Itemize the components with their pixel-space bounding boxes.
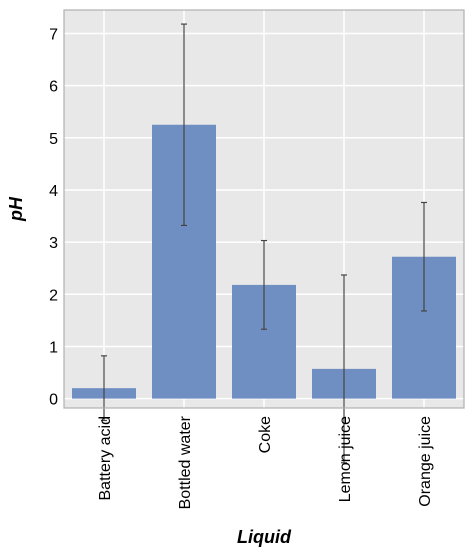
x-tick-label: Coke bbox=[257, 416, 274, 453]
x-tick-labels: Battery acid Bottled water Coke Lemon juice… bbox=[97, 415, 434, 509]
x-tick-label: Bottled water bbox=[177, 415, 194, 509]
y-tick-label: 7 bbox=[49, 26, 58, 43]
y-tick-label: 6 bbox=[49, 79, 58, 96]
plot-frame bbox=[63, 9, 465, 409]
error-bars bbox=[101, 23, 427, 464]
x-tick-label: Orange juice bbox=[417, 416, 434, 507]
error-bar bbox=[181, 23, 187, 227]
error-bar bbox=[421, 201, 427, 312]
y-tick-label: 1 bbox=[49, 339, 58, 356]
y-tick-label: 0 bbox=[49, 392, 58, 409]
y-tick-label: 4 bbox=[49, 183, 58, 200]
y-tick-label: 3 bbox=[49, 235, 58, 252]
x-axis-title: Liquid bbox=[237, 527, 292, 547]
error-bar bbox=[341, 274, 347, 464]
y-tick-label: 2 bbox=[49, 287, 58, 304]
y-axis-title: pH bbox=[6, 196, 26, 222]
y-tick-labels: 0 1 2 3 4 5 6 7 bbox=[49, 26, 58, 408]
x-tick-label: Battery acid bbox=[97, 416, 114, 500]
y-tick-label: 5 bbox=[49, 131, 58, 148]
error-bar bbox=[261, 239, 267, 330]
error-bar bbox=[101, 355, 107, 422]
x-tick-label: Lemon juice bbox=[337, 416, 354, 502]
